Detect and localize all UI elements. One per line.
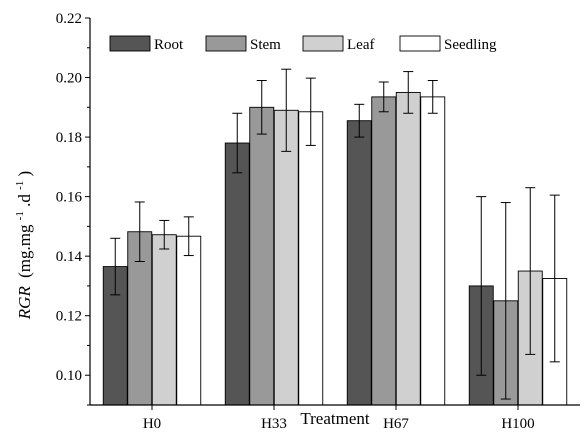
y-tick-label: 0.10 — [56, 368, 82, 384]
y-axis-label-sup2: -1 — [14, 181, 26, 190]
legend-swatch-root — [109, 35, 151, 52]
y-axis-label-mid: .d — [15, 194, 34, 207]
y-axis-label-end: ) — [15, 171, 34, 177]
bar-seedling-h33 — [298, 111, 324, 406]
y-tick-label: 0.18 — [56, 130, 82, 146]
y-tick-label: 0.16 — [56, 190, 83, 206]
y-axis-label-sup1: -1 — [14, 211, 26, 220]
bar-root-h67 — [346, 120, 372, 406]
legend-swatch-seedling — [399, 35, 441, 52]
legend-label-root: Root — [154, 37, 184, 53]
legend-swatch-stem — [205, 35, 247, 52]
y-tick-label: 0.22 — [56, 11, 82, 27]
bar-leaf-h67 — [395, 91, 421, 406]
legend-label-stem: Stem — [250, 37, 281, 53]
x-axis-label: Treatment — [300, 409, 370, 428]
error-bars-group — [110, 68, 560, 400]
x-tick-label: H0 — [143, 416, 161, 432]
y-tick-label: 0.20 — [56, 71, 82, 87]
y-axis-label-italic: RGR — [15, 286, 34, 321]
y-tick-label: 0.14 — [56, 249, 83, 265]
bar-leaf-h33 — [273, 109, 299, 406]
bar-stem-h67 — [371, 96, 397, 406]
bar-root-h33 — [224, 142, 250, 406]
bars-group — [102, 91, 568, 406]
bar-stem-h33 — [249, 106, 275, 406]
x-tick-label: H100 — [501, 416, 534, 432]
legend-swatch-leaf — [302, 35, 344, 52]
x-tick-label: H67 — [383, 416, 409, 432]
legend-label-seedling: Seedling — [444, 37, 497, 53]
y-axis-label-unit: (mg.mg — [15, 224, 34, 278]
legend: Root Stem Leaf Seedling — [109, 35, 497, 53]
axes-group: 0.10 0.12 0.14 0.16 0.18 0.20 0.22 H0 H33 H67 H100 — [56, 11, 580, 432]
y-axis-label: RGR (mg.mg -1 .d -1 ) — [8, 171, 34, 320]
bar-seedling-h67 — [420, 96, 446, 406]
x-tick-label: H33 — [261, 416, 287, 432]
bar-leaf-h0 — [151, 234, 177, 406]
bar-seedling-h0 — [176, 235, 202, 406]
legend-label-leaf: Leaf — [347, 37, 374, 53]
y-tick-label: 0.12 — [56, 309, 82, 325]
